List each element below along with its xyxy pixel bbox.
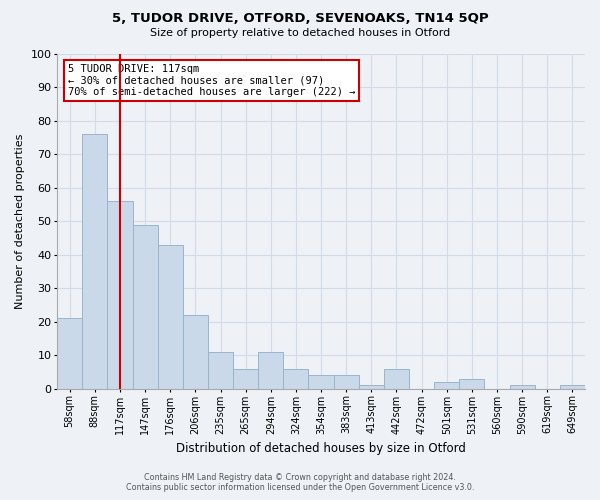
Bar [283, 368, 308, 388]
Bar [509, 386, 535, 388]
Bar [334, 376, 359, 388]
Text: 5, TUDOR DRIVE, OTFORD, SEVENOAKS, TN14 5QP: 5, TUDOR DRIVE, OTFORD, SEVENOAKS, TN14 … [112, 12, 488, 26]
Bar [359, 386, 384, 388]
Bar [82, 134, 107, 388]
Bar [57, 318, 82, 388]
Bar [107, 202, 133, 388]
Bar [183, 315, 208, 388]
Bar [308, 376, 334, 388]
Text: 5 TUDOR DRIVE: 117sqm
← 30% of detached houses are smaller (97)
70% of semi-deta: 5 TUDOR DRIVE: 117sqm ← 30% of detached … [68, 64, 355, 97]
Bar [208, 352, 233, 389]
Text: Contains HM Land Registry data © Crown copyright and database right 2024.
Contai: Contains HM Land Registry data © Crown c… [126, 473, 474, 492]
Bar [133, 224, 158, 388]
Bar [434, 382, 460, 388]
Bar [258, 352, 283, 389]
Bar [233, 368, 258, 388]
Y-axis label: Number of detached properties: Number of detached properties [15, 134, 25, 309]
Bar [560, 386, 585, 388]
Bar [460, 378, 484, 388]
Bar [158, 245, 183, 388]
X-axis label: Distribution of detached houses by size in Otford: Distribution of detached houses by size … [176, 442, 466, 455]
Text: Size of property relative to detached houses in Otford: Size of property relative to detached ho… [150, 28, 450, 38]
Bar [384, 368, 409, 388]
